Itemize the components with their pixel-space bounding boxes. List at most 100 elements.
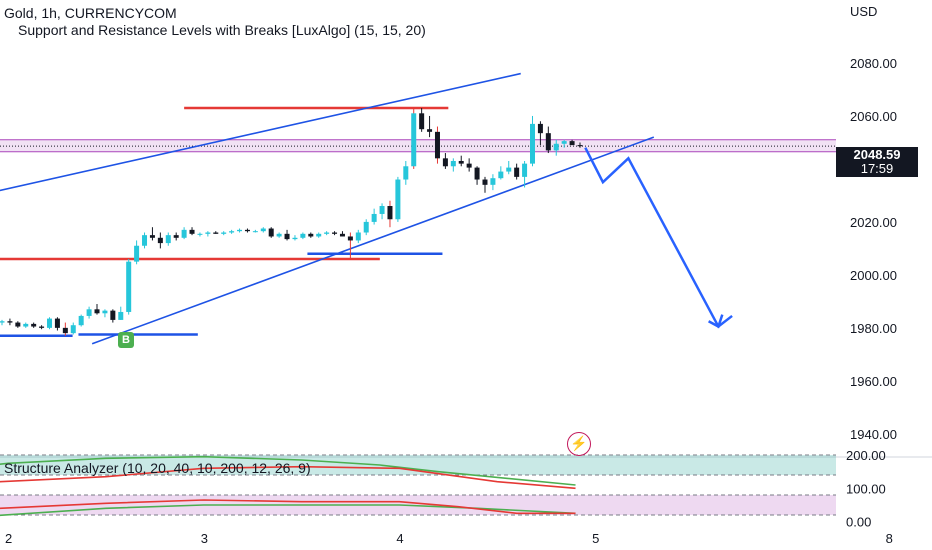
candle-body [260, 228, 266, 232]
time-axis[interactable]: 2 3 4 5 8 [5, 531, 893, 546]
time-tick: 8 [886, 531, 893, 546]
candle [466, 158, 472, 172]
currency-label[interactable]: USD [850, 4, 878, 19]
candle [23, 322, 29, 328]
support-resistance-levels [0, 106, 449, 338]
candle [181, 227, 187, 240]
candle-body [403, 166, 409, 180]
trend-channel [0, 72, 655, 345]
candle [514, 163, 520, 180]
candle-body [355, 232, 361, 241]
candle [54, 317, 60, 331]
price-tick: 1960.00 [850, 374, 897, 389]
candle-body [62, 327, 68, 334]
candle-body [7, 321, 13, 323]
candle-body [244, 229, 250, 232]
candle [561, 139, 567, 148]
candle-body [466, 163, 472, 168]
candle [110, 309, 116, 323]
candle [197, 232, 203, 237]
break-badge[interactable]: B [118, 332, 134, 348]
candle [102, 309, 108, 318]
candle-body [537, 123, 543, 134]
candles[interactable] [0, 108, 583, 336]
candle-body [427, 129, 433, 132]
symbol-title[interactable]: Gold, 1h, CURRENCYCOM [4, 5, 177, 21]
channel-line [91, 136, 655, 345]
candle [173, 232, 179, 241]
candle-body [15, 322, 21, 327]
candle-body [102, 310, 108, 314]
candle [419, 108, 425, 132]
candle [490, 174, 496, 191]
candle-body [569, 141, 575, 146]
candle-body [0, 321, 5, 323]
price-tick: 1940.00 [850, 427, 897, 442]
candle-body [229, 231, 235, 233]
candle-body [332, 232, 338, 234]
candle-body [434, 131, 440, 159]
candle-body [442, 158, 448, 167]
candle-body [268, 228, 274, 237]
bar-countdown: 17:59 [860, 161, 894, 176]
candle [324, 231, 330, 236]
candle-body [118, 311, 124, 320]
price-tick: 2000.00 [850, 268, 897, 283]
candle [78, 314, 84, 327]
time-tick: 3 [201, 531, 208, 546]
candle [458, 155, 464, 167]
candle-body [363, 221, 369, 233]
candle-body [70, 325, 76, 334]
candle-body [561, 141, 567, 144]
candle [260, 227, 266, 233]
candle-body [506, 167, 512, 172]
candle [332, 231, 338, 236]
price-tick: 1980.00 [850, 321, 897, 336]
oscillator-title[interactable]: Structure Analyzer (10, 20, 40, 10, 200,… [4, 460, 311, 476]
candle [537, 121, 543, 146]
candle [268, 227, 274, 238]
candle-body [142, 235, 148, 246]
candle [7, 318, 13, 326]
candle-body [379, 206, 385, 214]
price-axis[interactable]: 2080.002060.002040.002020.002000.001980.… [850, 56, 897, 442]
candle [244, 228, 250, 233]
candle [15, 321, 21, 328]
projection-arrowhead [708, 314, 724, 329]
candle-body [387, 206, 393, 220]
time-tick: 4 [396, 531, 403, 546]
candle-body [450, 160, 456, 167]
candle [403, 160, 409, 185]
price-tick: 2080.00 [850, 56, 897, 71]
candle [221, 231, 227, 236]
candle [347, 232, 353, 259]
candle-body [545, 133, 551, 151]
candle [157, 232, 163, 249]
projection-path [584, 147, 733, 329]
candle [371, 208, 377, 225]
candle [379, 203, 385, 220]
indicator-title[interactable]: Support and Resistance Levels with Break… [18, 22, 426, 38]
resistance-zone [0, 139, 836, 153]
candle-body [577, 145, 583, 147]
candle [316, 232, 322, 238]
channel-line [0, 72, 521, 192]
lightning-icon[interactable]: ⚡ [567, 432, 591, 456]
candle-body [221, 232, 227, 234]
candle-body [458, 160, 464, 164]
candle [237, 228, 243, 233]
candle [134, 240, 140, 265]
candle-body [324, 232, 330, 234]
oscillator-red-line-1 [0, 465, 576, 490]
candle-body [474, 167, 480, 180]
structure-analyzer-pane[interactable]: 200.00 100.00 0.00 [0, 448, 932, 530]
candle-body [94, 309, 100, 314]
candle [450, 158, 456, 172]
candle [569, 139, 575, 146]
upper-band [0, 455, 836, 475]
candle-body [134, 245, 140, 262]
candle-body [110, 310, 116, 320]
last-price-value: 2048.59 [853, 147, 901, 162]
oscillator-green-line-1 [0, 455, 576, 486]
